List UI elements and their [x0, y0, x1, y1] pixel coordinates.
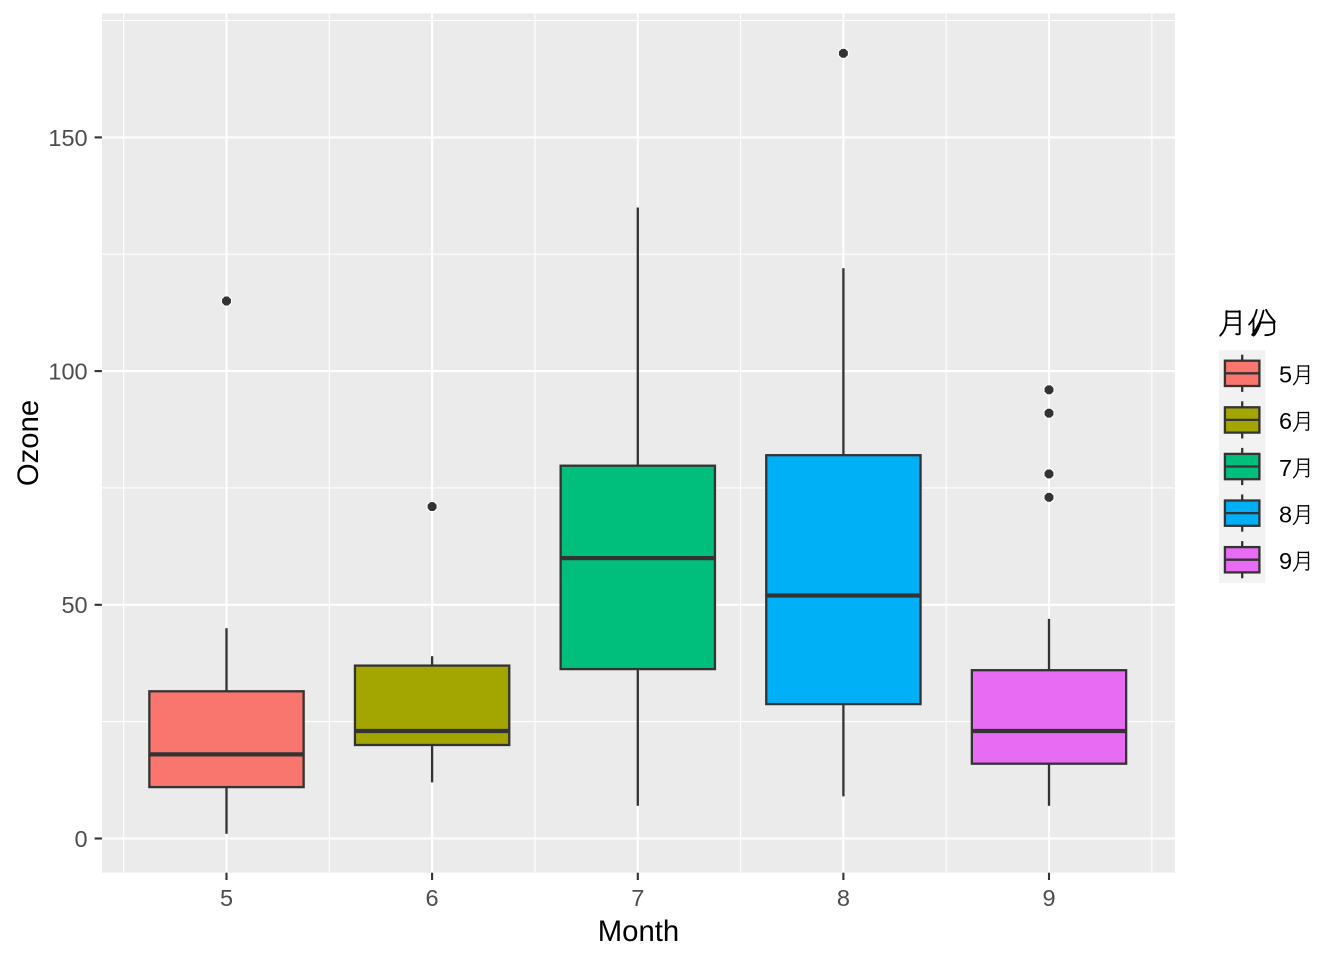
svg-text:150: 150	[48, 125, 87, 151]
svg-text:Ozone: Ozone	[12, 400, 45, 486]
svg-text:5: 5	[1279, 362, 1292, 388]
svg-text:Month: Month	[598, 915, 679, 948]
svg-text:9: 9	[1279, 548, 1292, 574]
svg-text:9: 9	[1042, 885, 1055, 911]
svg-text:8: 8	[1279, 501, 1292, 527]
svg-text:7: 7	[1279, 455, 1292, 481]
svg-text:7: 7	[631, 885, 644, 911]
svg-text:8: 8	[837, 885, 850, 911]
svg-text:50: 50	[61, 592, 87, 618]
svg-text:0: 0	[75, 826, 88, 852]
svg-text:6: 6	[1279, 408, 1292, 434]
svg-text:5: 5	[220, 885, 233, 911]
svg-text:6: 6	[426, 885, 439, 911]
svg-text:100: 100	[48, 359, 87, 385]
